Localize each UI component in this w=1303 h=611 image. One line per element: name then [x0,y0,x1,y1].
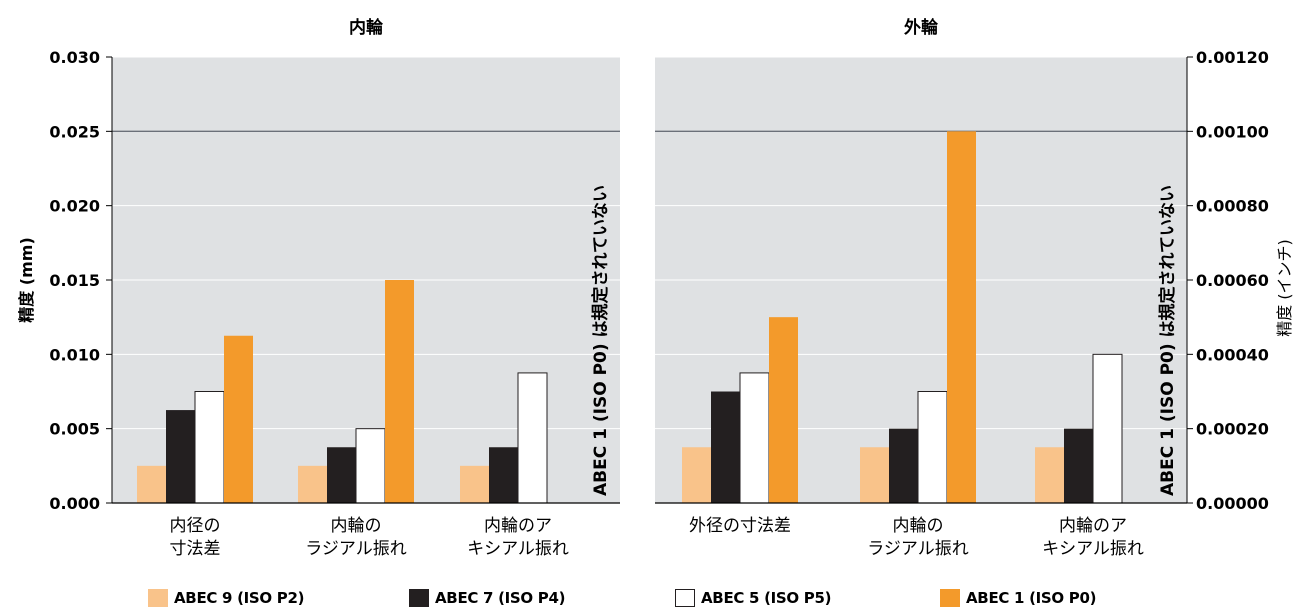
legend-swatch-abec1 [940,589,960,607]
bar [517,372,548,504]
y-tick-label-right: 0.00020 [1196,420,1269,439]
bar [327,447,356,503]
bar [682,447,711,503]
bar [1064,428,1093,503]
category-label: 内輪のア [1059,516,1127,536]
category-label: ラジアル振れ [305,539,407,559]
legend-item-abec9: ABEC 9 (ISO P2) [148,588,304,608]
category-label: 内輪のア [484,516,552,536]
bar [1035,447,1064,503]
y-tick-label-left: 0.000 [49,494,100,513]
bar [769,317,798,503]
y-axis-label-right: 精度 (インチ) [1275,239,1294,337]
panel-title: 外輪 [904,17,939,38]
bar [1092,353,1123,504]
legend-label-abec1: ABEC 1 (ISO P0) [966,589,1097,607]
y-tick-label-left: 0.015 [49,271,100,290]
category-label: 寸法差 [170,539,221,559]
category-label: 外径の寸法差 [689,516,791,536]
y-tick-label-right: 0.00120 [1196,48,1269,67]
bar [860,447,889,503]
bar [711,391,740,503]
y-tick-label-right: 0.00060 [1196,271,1269,290]
bar [739,372,770,504]
y-tick-label-left: 0.020 [49,197,100,216]
bar [917,391,948,504]
y-tick-label-left: 0.030 [49,48,100,67]
legend-swatch-abec5 [675,589,695,607]
bar [947,131,976,504]
y-tick-label-right: 0.00000 [1196,494,1269,513]
legend-label-abec9: ABEC 9 (ISO P2) [174,589,305,607]
category-label: 内径の [170,516,221,536]
legend-swatch-abec9 [148,589,168,607]
bar [137,465,166,503]
note-not-specified: ABEC 1 (ISO P0) は規定されていない [1157,185,1178,496]
category-label: キシアル振れ [1042,539,1144,559]
bar [460,465,489,503]
legend-label-abec5: ABEC 5 (ISO P5) [701,589,832,607]
y-tick-label-left: 0.005 [49,420,100,439]
y-tick-label-right: 0.00100 [1196,122,1269,141]
panel-title: 内輪 [349,17,384,38]
legend-label-abec7: ABEC 7 (ISO P4) [435,589,566,607]
y-axis-label-left: 精度 (mm) [17,237,36,323]
legend-item-abec7: ABEC 7 (ISO P4) [409,588,565,608]
legend-item-abec1: ABEC 1 (ISO P0) [940,588,1096,608]
category-label: 内輪の [331,516,382,536]
category-label: ラジアル振れ [867,539,969,559]
category-label: キシアル振れ [467,539,569,559]
note-not-specified: ABEC 1 (ISO P0) は規定されていない [590,185,611,496]
bar [889,428,918,503]
y-tick-label-right: 0.00040 [1196,345,1269,364]
y-tick-label-left: 0.025 [49,122,100,141]
bar [385,280,414,503]
bar [489,447,518,503]
bar [194,391,225,504]
bar [166,410,195,503]
category-label: 内輪の [893,516,944,536]
bar [355,428,386,504]
bar [224,335,253,503]
y-tick-label-right: 0.00080 [1196,197,1269,216]
legend-item-abec5: ABEC 5 (ISO P5) [675,588,831,608]
bar [298,465,327,503]
legend-swatch-abec7 [409,589,429,607]
y-tick-label-left: 0.010 [49,345,100,364]
